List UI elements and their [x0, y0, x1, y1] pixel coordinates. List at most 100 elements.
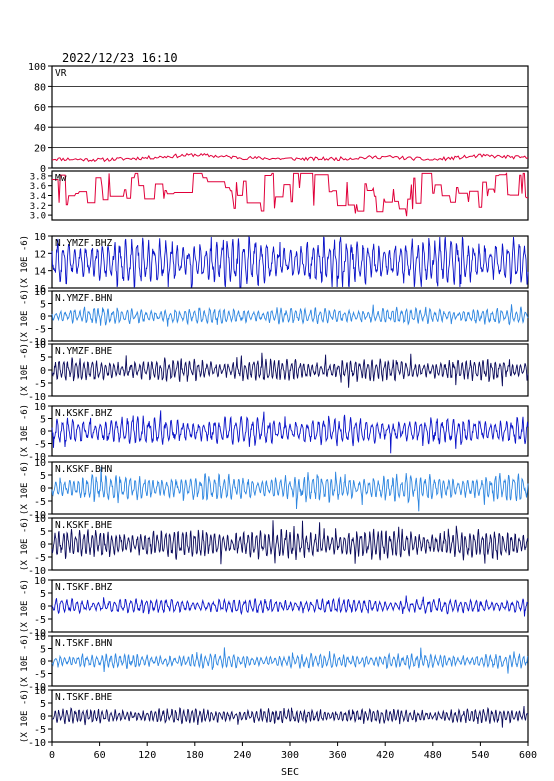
y-tick-label: 10 [34, 232, 46, 243]
y-tick-label: -5 [34, 497, 46, 508]
y-unit-label: (X 10E -6) [20, 461, 30, 515]
y-tick-label: -10 [28, 452, 46, 463]
panel-label: N.KSKF.BHZ [55, 408, 112, 419]
waveform-line [51, 466, 529, 512]
panel-label: VR [55, 68, 67, 79]
panel-vr: 100 80 60 40 20 0 VR [28, 62, 529, 175]
panel-label: N.YMZF.BHN [55, 293, 112, 304]
x-tick-label: 300 [281, 750, 299, 761]
waveform-line [51, 705, 529, 728]
y-tick-label: 5 [40, 415, 46, 426]
y-tick-label: -5 [34, 379, 46, 390]
waveform-line [51, 595, 529, 617]
y-unit-label: (X 10E -6) [20, 689, 30, 743]
y-tick-label: 3.4 [30, 192, 46, 202]
panel-n-ymzf-bhn: 10 50 -5-10(X 10E -6) N.YMZF.BHN [20, 287, 529, 348]
y-tick-label: 60 [34, 103, 46, 114]
panel-n-tskf-bhz: 10 5 0 -5 -10(X 10E -6) N.TSKF.BHZ [20, 576, 529, 639]
x-tick-label: 120 [138, 750, 156, 761]
y-tick-label: 10 [34, 576, 46, 587]
y-tick-label: 5 [40, 645, 46, 656]
panel-n-kskf-bhz: 10 50 -5-10(X 10E -6) N.KSKF.BHZ [20, 402, 529, 463]
y-tick-label: 0 [40, 427, 46, 438]
y-tick-label: 16 [34, 284, 46, 295]
y-tick-label: -10 [28, 392, 46, 403]
y-tick-label: 0 [40, 657, 46, 668]
panel-label: N.TSKF.BHZ [55, 582, 112, 593]
panel-label: N.KSKF.BHE [55, 520, 112, 531]
y-tick-label: 0 [40, 540, 46, 551]
y-tick-label: 14 [34, 267, 46, 278]
y-tick-label: 3.2 [30, 202, 46, 212]
x-tick-label: 60 [94, 750, 106, 761]
y-tick-label: 10 [34, 287, 46, 298]
y-tick-label: 20 [34, 144, 46, 155]
y-tick-label: -10 [28, 510, 46, 521]
panel-n-ymzf-bhe: 10 5 0 -5 -10(X 10E -6) N.YMZF.BHE [20, 340, 529, 403]
y-tick-label: 5 [40, 471, 46, 482]
panel-label: Mw [55, 173, 67, 184]
y-tick-label: 0 [40, 602, 46, 613]
y-tick-label: 0 [40, 712, 46, 723]
y-tick-label: 0 [40, 312, 46, 323]
y-tick-label: 10 [34, 514, 46, 525]
panel-label: N.TSKF.BHN [55, 638, 112, 649]
y-tick-label: -5 [34, 725, 46, 736]
y-tick-label: -5 [34, 615, 46, 626]
panel-label: N.YMZF.BHE [55, 346, 112, 357]
y-unit-label: (X 10E -6) [20, 343, 30, 397]
y-tick-label: 0 [40, 164, 46, 175]
mw-series-line [52, 172, 528, 217]
panel-mw: 3.83.63.43.23.0 Mw [30, 170, 529, 222]
y-tick-label: 5 [40, 589, 46, 600]
y-tick-label: 10 [34, 632, 46, 643]
y-unit-label: (X 10E -6) [20, 517, 30, 571]
x-tick-label: 600 [519, 750, 537, 761]
y-tick-label: 5 [40, 699, 46, 710]
x-tick-label: 0 [49, 750, 55, 761]
vr-series-line [52, 152, 529, 163]
y-tick-label: -5 [34, 553, 46, 564]
y-tick-label: -10 [28, 566, 46, 577]
waveform-line [51, 520, 529, 565]
y-unit-label: (X 10E -6) [20, 579, 30, 633]
y-unit-label: (X 10E -6) [20, 404, 30, 458]
y-tick-label: 5 [40, 353, 46, 364]
waveform-line [51, 647, 529, 674]
y-tick-label: 5 [40, 300, 46, 311]
panel-n-tskf-bhn: 10 50 -5-10(X 10E -6) N.TSKF.BHN [20, 632, 529, 693]
y-tick-label: 12 [34, 249, 46, 260]
y-tick-label: 5 [40, 527, 46, 538]
y-tick-label: -5 [34, 325, 46, 336]
y-tick-label: 3.6 [30, 182, 46, 192]
y-tick-label: -10 [28, 337, 46, 348]
x-tick-label: 480 [424, 750, 442, 761]
y-tick-label: 3.0 [30, 212, 46, 222]
y-tick-label: 100 [28, 62, 46, 73]
x-tick-label: 240 [233, 750, 251, 761]
y-tick-label: 0 [40, 484, 46, 495]
panel-label: N.YMZF.BHZ [55, 238, 112, 249]
y-tick-label: 10 [34, 458, 46, 469]
y-unit-label: (X 10E -6) [20, 235, 30, 289]
waveform-line [51, 352, 529, 388]
header-datetime: 2022/12/23 16:10 [62, 51, 178, 65]
y-tick-label: 3.8 [30, 172, 46, 182]
y-tick-label: 40 [34, 123, 46, 134]
y-tick-label: -10 [28, 628, 46, 639]
panel-n-tskf-bhe: 10 5 0 -5 -10(X 10E -6) N.TSKF.BHE [20, 686, 529, 749]
y-tick-label: -5 [34, 440, 46, 451]
panel-n-ymzf-bhz: 10 12 14 16 (X 10E -6) N.YMZF.BHZ [20, 232, 529, 295]
panel-frame [51, 65, 529, 169]
y-tick-label: -10 [28, 682, 46, 693]
x-axis-label: SEC [281, 767, 299, 778]
y-tick-label: 10 [34, 402, 46, 413]
panel-n-kskf-bhe: 10 5 0 -5 -10(X 10E -6) N.KSKF.BHE [20, 514, 529, 577]
x-tick-label: 360 [329, 750, 347, 761]
y-unit-label: (X 10E -6) [20, 289, 30, 343]
x-tick-label: 540 [471, 750, 489, 761]
x-tick-label: 180 [186, 750, 204, 761]
y-tick-label: -5 [34, 670, 46, 681]
y-tick-label: 80 [34, 82, 46, 93]
